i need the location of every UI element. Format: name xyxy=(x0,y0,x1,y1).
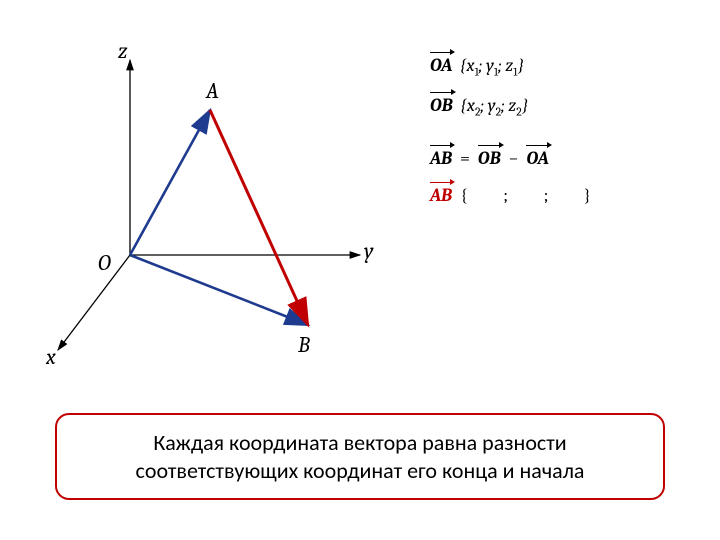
vec-OA-text: OA xyxy=(430,55,452,76)
callout-line-2: соответствующих координат его конца и на… xyxy=(77,457,643,485)
vec-AB-red: AB xyxy=(430,185,452,206)
axis-y-label: y xyxy=(364,238,373,264)
point-A-label: A xyxy=(206,78,219,104)
vec-OA: OA xyxy=(430,55,452,76)
formula-OB: OB {x2; y2; z2} xyxy=(430,95,700,119)
vector-OA xyxy=(130,110,210,255)
axis-x-label: x xyxy=(46,344,56,370)
axis-x xyxy=(58,255,130,350)
formula-equation: AB = OB − OA xyxy=(430,148,700,169)
vec-OA-rhs: OA xyxy=(526,148,548,169)
origin-label: O xyxy=(98,250,111,276)
definition-callout: Каждая координата вектора равна разности… xyxy=(55,413,665,500)
formula-block: OA {x1; y1; z1} OB {x2; y2; z2} AB = OB … xyxy=(430,55,700,222)
vec-OB-text: OB xyxy=(430,95,453,116)
equals-sign: = xyxy=(460,148,470,169)
formula-OA: OA {x1; y1; z1} xyxy=(430,55,700,79)
vector-diagram: z y x O A B xyxy=(40,40,380,380)
vec-AB-lhs: AB xyxy=(430,148,452,169)
coords-OB: {x2; y2; z2} xyxy=(457,95,529,116)
vec-OB: OB xyxy=(430,95,453,116)
minus-sign: − xyxy=(508,148,518,169)
callout-line-1: Каждая координата вектора равна разности xyxy=(77,429,643,457)
point-B-label: B xyxy=(298,332,310,358)
vec-OB-rhs: OB xyxy=(478,148,501,169)
axis-z-label: z xyxy=(118,38,128,64)
formula-AB-blank: AB { ; ; } xyxy=(430,185,700,206)
blank-coords: { ; ; } xyxy=(456,185,592,206)
coords-OA: {x1; y1; z1} xyxy=(456,55,524,76)
